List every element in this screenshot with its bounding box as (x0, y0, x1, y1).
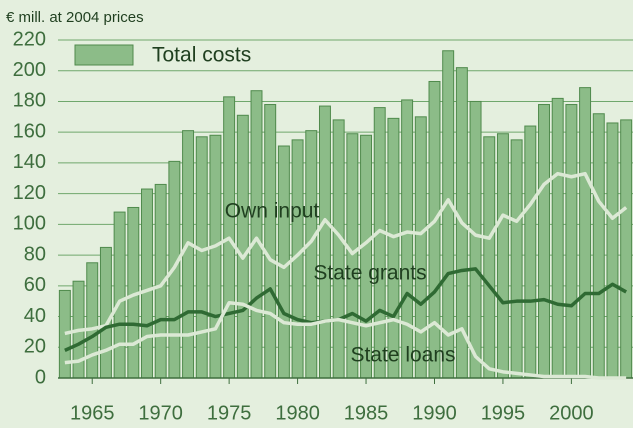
bar (318, 105, 331, 379)
x-tick-label: 1970 (138, 402, 183, 424)
y-tick-label: 40 (24, 305, 46, 327)
bar (86, 262, 99, 379)
bar (510, 139, 523, 379)
y-tick-label: 80 (24, 243, 46, 265)
bar (428, 80, 441, 379)
y-tick-label: 200 (13, 59, 46, 81)
line (64, 267, 628, 352)
bar (524, 125, 537, 379)
y-tick-label: 0 (35, 366, 46, 388)
x-tick-label: 1995 (481, 402, 526, 424)
x-tick-label: 1965 (70, 402, 115, 424)
y-tick-label: 100 (13, 213, 46, 235)
bar (236, 114, 249, 379)
x-tick-label: 1990 (412, 402, 457, 424)
x-tick-label: 1985 (344, 402, 389, 424)
bar (551, 97, 564, 379)
legend-label: Total costs (152, 44, 251, 67)
bar (565, 104, 578, 379)
bar (99, 246, 112, 379)
bar (360, 134, 373, 379)
x-tick-label: 1975 (207, 402, 252, 424)
y-tick-label: 180 (13, 90, 46, 112)
bar (579, 87, 592, 379)
line (64, 171, 628, 336)
y-tick-label: 140 (13, 151, 46, 173)
y-axis-title: € mill. at 2004 prices (6, 9, 144, 26)
bar (346, 133, 359, 379)
bar (387, 117, 400, 379)
y-tick-label: 60 (24, 274, 46, 296)
x-tick-label: 2000 (549, 402, 594, 424)
y-tick-label: 20 (24, 336, 46, 358)
series-label: State grants (313, 262, 426, 285)
bar (496, 133, 509, 379)
legend-swatch (74, 44, 134, 66)
bar (469, 100, 482, 379)
x-tick-label: 1980 (275, 402, 320, 424)
bar (113, 211, 126, 379)
bar (592, 113, 605, 379)
bar (141, 188, 153, 379)
bar (332, 119, 345, 379)
bar (483, 136, 496, 379)
bar (195, 136, 208, 379)
bar (442, 50, 455, 379)
bar (209, 134, 222, 379)
series-label: Own input (225, 200, 320, 223)
y-tick-label: 120 (13, 182, 46, 204)
bar (414, 116, 427, 379)
line (64, 300, 627, 380)
bar (182, 130, 195, 379)
bar (250, 90, 263, 379)
bar (620, 119, 633, 379)
bar (538, 104, 550, 379)
series-label: State loans (350, 344, 455, 367)
bar (373, 107, 386, 379)
bar (305, 130, 318, 379)
y-tick-label: 220 (13, 28, 46, 50)
bar (264, 104, 277, 379)
bar (401, 99, 414, 379)
y-tick-label: 160 (13, 120, 46, 142)
bar (606, 122, 619, 379)
